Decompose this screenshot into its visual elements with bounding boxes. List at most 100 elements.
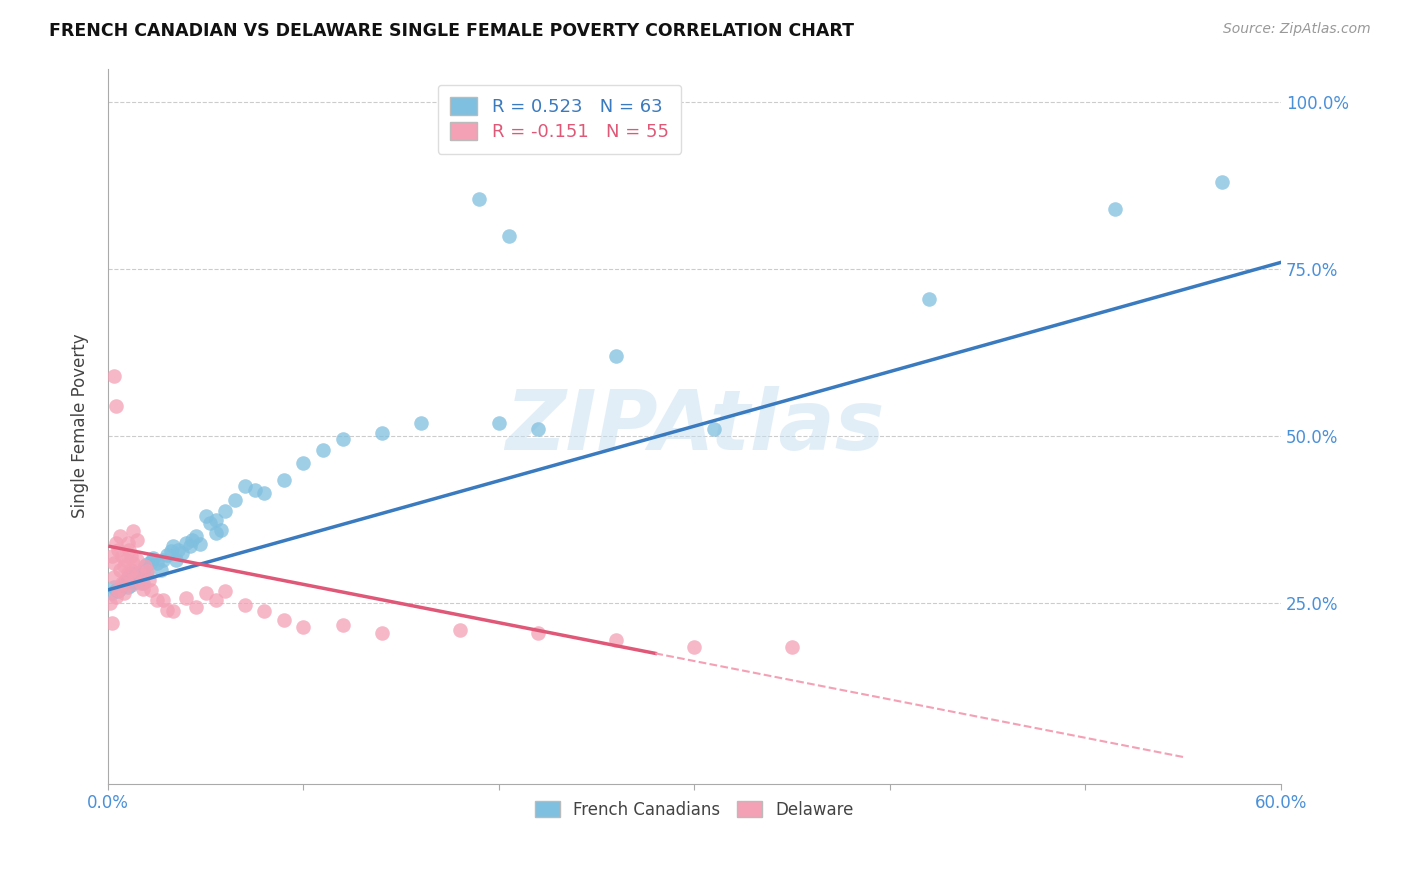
Point <box>605 633 627 648</box>
Point <box>174 536 197 550</box>
Point <box>98 596 121 610</box>
Point <box>1211 175 1233 189</box>
Point <box>167 542 190 557</box>
Point <box>134 559 156 574</box>
Point <box>114 573 136 587</box>
Point <box>253 604 276 618</box>
Point <box>683 640 706 654</box>
Point <box>120 566 142 581</box>
Point <box>136 566 159 581</box>
Point <box>253 486 276 500</box>
Point <box>139 582 162 597</box>
Point <box>132 576 155 591</box>
Point <box>1104 202 1126 216</box>
Text: FRENCH CANADIAN VS DELAWARE SINGLE FEMALE POVERTY CORRELATION CHART: FRENCH CANADIAN VS DELAWARE SINGLE FEMAL… <box>49 22 855 40</box>
Point <box>132 582 155 596</box>
Point <box>204 526 226 541</box>
Point <box>198 516 221 530</box>
Point <box>214 584 236 599</box>
Point <box>194 509 217 524</box>
Point <box>101 549 124 564</box>
Point <box>127 566 149 581</box>
Point <box>107 582 129 597</box>
Point <box>122 571 145 585</box>
Point <box>136 564 159 578</box>
Point <box>114 574 136 589</box>
Point <box>156 548 179 562</box>
Point <box>134 559 156 574</box>
Point <box>703 422 725 436</box>
Point <box>129 568 152 582</box>
Point <box>146 556 169 570</box>
Point <box>120 549 142 564</box>
Point <box>108 582 131 596</box>
Point <box>527 626 550 640</box>
Point <box>122 556 145 570</box>
Point <box>370 425 392 440</box>
Point <box>127 533 149 547</box>
Point <box>468 192 491 206</box>
Point <box>332 433 354 447</box>
Point <box>122 524 145 538</box>
Point <box>179 540 201 554</box>
Point <box>214 504 236 518</box>
Point <box>129 576 152 591</box>
Point <box>127 569 149 583</box>
Point <box>103 569 125 583</box>
Point <box>108 529 131 543</box>
Point <box>103 369 125 384</box>
Point <box>146 593 169 607</box>
Point <box>128 566 150 581</box>
Point <box>114 553 136 567</box>
Point <box>918 292 941 306</box>
Point <box>104 582 127 597</box>
Point <box>127 553 149 567</box>
Point <box>107 584 129 599</box>
Point <box>112 586 135 600</box>
Point <box>332 617 354 632</box>
Point <box>224 492 246 507</box>
Point <box>103 580 125 594</box>
Point <box>780 640 803 654</box>
Point <box>104 399 127 413</box>
Point <box>204 593 226 607</box>
Point <box>124 571 146 585</box>
Point <box>409 416 432 430</box>
Text: ZIPAtlas: ZIPAtlas <box>505 385 884 467</box>
Point <box>111 577 134 591</box>
Point <box>111 549 134 564</box>
Point <box>104 536 127 550</box>
Point <box>103 556 125 570</box>
Point <box>292 620 315 634</box>
Point <box>136 558 159 572</box>
Point <box>184 599 207 614</box>
Point <box>488 416 510 430</box>
Y-axis label: Single Female Poverty: Single Female Poverty <box>72 334 89 518</box>
Point <box>117 566 139 581</box>
Point <box>156 603 179 617</box>
Point <box>194 586 217 600</box>
Point <box>117 580 139 594</box>
Point <box>101 616 124 631</box>
Point <box>108 563 131 577</box>
Point <box>233 598 256 612</box>
Point <box>312 442 335 457</box>
Point <box>152 553 174 567</box>
Point <box>139 555 162 569</box>
Point <box>117 569 139 583</box>
Point <box>111 576 134 591</box>
Point <box>204 513 226 527</box>
Point <box>149 563 172 577</box>
Point <box>273 613 295 627</box>
Point <box>172 546 194 560</box>
Point <box>152 593 174 607</box>
Point <box>174 591 197 605</box>
Point <box>273 473 295 487</box>
Point <box>165 553 187 567</box>
Point <box>117 536 139 550</box>
Point <box>138 573 160 587</box>
Point <box>118 573 141 587</box>
Point <box>184 529 207 543</box>
Point <box>107 542 129 557</box>
Point <box>101 586 124 600</box>
